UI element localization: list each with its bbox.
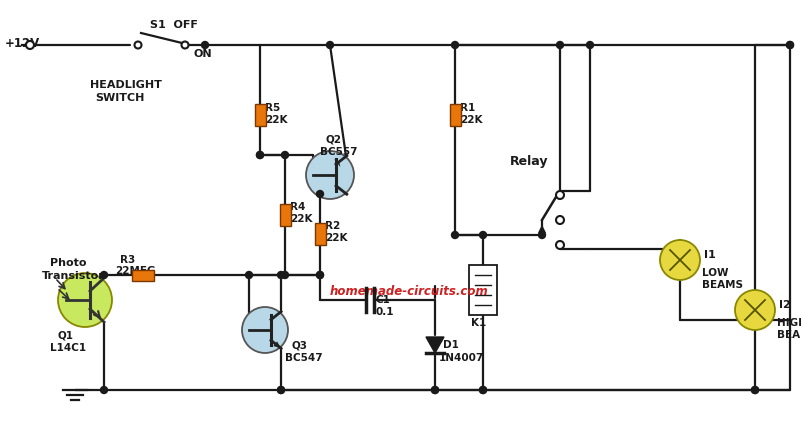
Text: 22K: 22K: [460, 115, 482, 125]
Circle shape: [660, 240, 700, 280]
Text: I1: I1: [704, 250, 716, 260]
Text: 1N4007: 1N4007: [439, 353, 485, 363]
Bar: [315, 223, 325, 245]
Text: S1  OFF: S1 OFF: [150, 20, 198, 30]
Circle shape: [480, 387, 486, 393]
Text: Q3: Q3: [291, 340, 307, 350]
Circle shape: [306, 151, 354, 199]
Circle shape: [327, 42, 333, 48]
Circle shape: [256, 151, 264, 159]
Circle shape: [480, 387, 486, 393]
Bar: [132, 270, 154, 281]
Circle shape: [245, 271, 252, 279]
Polygon shape: [273, 341, 280, 348]
Polygon shape: [334, 159, 340, 167]
Circle shape: [277, 271, 284, 279]
Text: R3: R3: [120, 255, 135, 265]
Circle shape: [557, 42, 563, 48]
Text: Relay: Relay: [510, 155, 549, 168]
Circle shape: [256, 151, 264, 159]
Text: BEAMS: BEAMS: [702, 280, 743, 290]
Circle shape: [452, 42, 458, 48]
Circle shape: [751, 387, 759, 393]
Text: 22K: 22K: [290, 214, 312, 224]
Bar: [449, 104, 461, 126]
Circle shape: [202, 42, 208, 48]
Circle shape: [787, 42, 794, 48]
Circle shape: [100, 271, 107, 279]
Bar: [280, 204, 291, 226]
Text: C1: C1: [376, 295, 391, 305]
Circle shape: [586, 42, 594, 48]
Text: +12V: +12V: [5, 37, 40, 50]
Circle shape: [135, 42, 142, 48]
Text: R5: R5: [265, 103, 280, 113]
Text: R1: R1: [460, 103, 475, 113]
Text: D1: D1: [443, 340, 459, 350]
Circle shape: [100, 387, 107, 393]
Text: R4: R4: [290, 202, 305, 212]
Text: I2: I2: [779, 300, 791, 310]
Text: Photo: Photo: [50, 258, 87, 268]
Text: SWITCH: SWITCH: [95, 93, 144, 103]
Text: K1: K1: [471, 318, 486, 328]
Text: LOW: LOW: [702, 268, 728, 278]
Circle shape: [556, 241, 564, 249]
Text: 22K: 22K: [265, 115, 288, 125]
Text: BEAMS: BEAMS: [777, 330, 801, 340]
Circle shape: [432, 387, 438, 393]
Circle shape: [242, 307, 288, 353]
Text: Q1: Q1: [58, 330, 74, 340]
Text: BC547: BC547: [285, 353, 323, 363]
Circle shape: [556, 191, 564, 199]
Polygon shape: [426, 337, 444, 353]
Circle shape: [751, 387, 759, 393]
Bar: [255, 104, 265, 126]
Circle shape: [787, 42, 794, 48]
Circle shape: [182, 42, 188, 48]
Text: homemade-circuits.com: homemade-circuits.com: [330, 285, 489, 298]
Text: HIGH: HIGH: [777, 318, 801, 328]
Text: L14C1: L14C1: [50, 343, 87, 353]
Circle shape: [277, 387, 284, 393]
Circle shape: [316, 271, 324, 279]
Text: ON: ON: [193, 49, 211, 59]
Circle shape: [538, 232, 545, 238]
Text: Q2: Q2: [325, 135, 341, 145]
Circle shape: [432, 387, 438, 393]
Circle shape: [58, 273, 112, 327]
Text: R2: R2: [325, 221, 340, 231]
Circle shape: [452, 232, 458, 238]
Circle shape: [26, 41, 34, 49]
Text: 22MEG: 22MEG: [115, 266, 155, 276]
Text: 0.1: 0.1: [376, 307, 395, 317]
Circle shape: [316, 190, 324, 198]
Text: 22K: 22K: [325, 233, 348, 243]
Circle shape: [480, 232, 486, 238]
Circle shape: [281, 271, 288, 279]
Bar: [469, 265, 497, 315]
Circle shape: [316, 271, 324, 279]
Circle shape: [281, 151, 288, 159]
Text: HEADLIGHT: HEADLIGHT: [90, 80, 162, 90]
Circle shape: [277, 387, 284, 393]
Text: BC557: BC557: [320, 147, 357, 157]
Text: Transistor: Transistor: [42, 271, 105, 281]
Circle shape: [556, 216, 564, 224]
Circle shape: [735, 290, 775, 330]
